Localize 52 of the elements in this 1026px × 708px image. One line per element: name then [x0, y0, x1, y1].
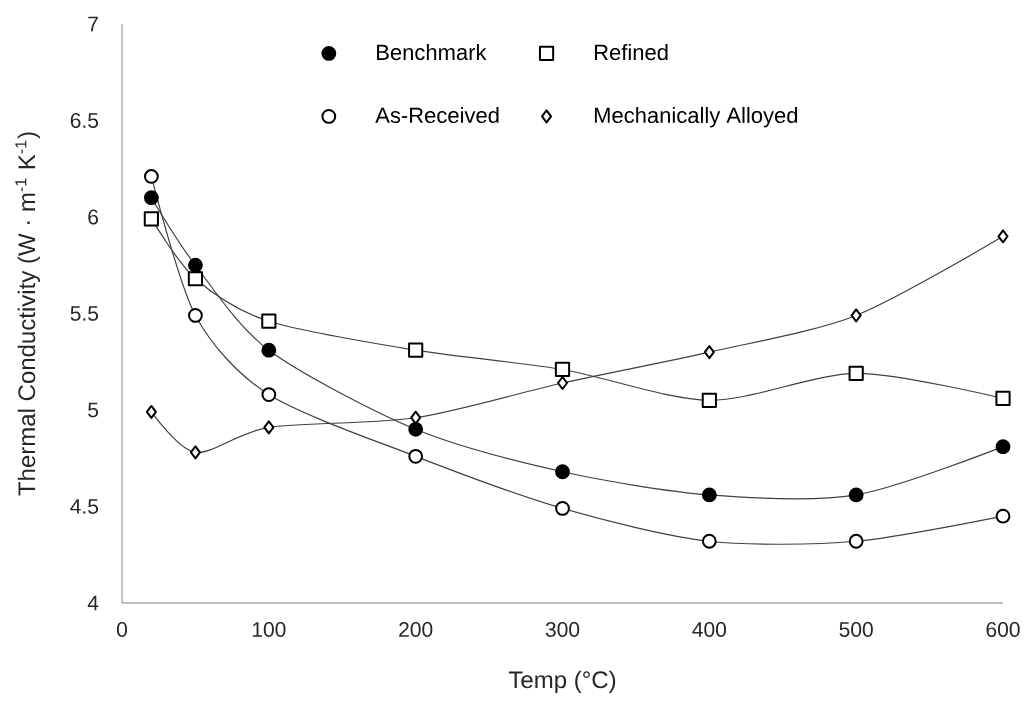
- point: [701, 392, 717, 408]
- point: [703, 345, 715, 360]
- point: [261, 342, 277, 358]
- point: [555, 464, 570, 480]
- x-tick-label: 400: [692, 622, 727, 637]
- y-axis-title: Thermal Conductivity (W · m$^{-1}$ K$^{-1}$): [15, 132, 41, 496]
- point: [848, 365, 864, 381]
- point: [189, 445, 201, 460]
- point: [997, 229, 1009, 244]
- point: [848, 487, 864, 503]
- x-tick-label: 0: [116, 622, 128, 637]
- point: [848, 533, 864, 549]
- legend-label: As-Received: [375, 106, 499, 124]
- point: [261, 313, 277, 329]
- legend-label: Benchmark: [377, 43, 487, 61]
- point: [555, 501, 570, 516]
- y-tick-label: 4: [87, 595, 99, 611]
- x-axis-title: Temp (°C): [508, 670, 616, 694]
- point: [995, 439, 1011, 455]
- point: [188, 308, 203, 323]
- legend-label: Refined: [594, 43, 668, 61]
- x-tick-label: 500: [839, 622, 873, 637]
- x-tick-label: 100: [252, 622, 286, 637]
- point: [261, 387, 277, 402]
- point: [408, 421, 424, 437]
- point: [995, 508, 1011, 524]
- point: [187, 271, 204, 287]
- point: [143, 169, 159, 184]
- point: [145, 404, 157, 419]
- point: [554, 361, 571, 378]
- y-tick-label: 4.5: [70, 499, 99, 514]
- x-tick-label: 200: [399, 622, 433, 637]
- point: [410, 410, 422, 425]
- y-tick-label: 5: [88, 402, 99, 418]
- point: [701, 533, 717, 549]
- y-tick-label: 6: [88, 209, 99, 225]
- legend-label: Mechanically Alloyed: [594, 106, 798, 128]
- x-tick-label: 600: [986, 622, 1020, 637]
- y-tick-label: 6.5: [70, 113, 99, 128]
- point: [850, 308, 862, 323]
- point: [188, 257, 203, 273]
- x-tick-label: 300: [545, 622, 580, 637]
- point: [143, 211, 159, 227]
- point: [143, 190, 159, 206]
- y-tick-label: 5.5: [70, 306, 99, 321]
- point: [263, 420, 275, 435]
- y-tick-label: 7: [88, 16, 98, 32]
- point: [701, 487, 717, 503]
- point: [557, 375, 568, 390]
- point: [408, 342, 424, 358]
- point: [995, 390, 1011, 407]
- point: [408, 448, 424, 464]
